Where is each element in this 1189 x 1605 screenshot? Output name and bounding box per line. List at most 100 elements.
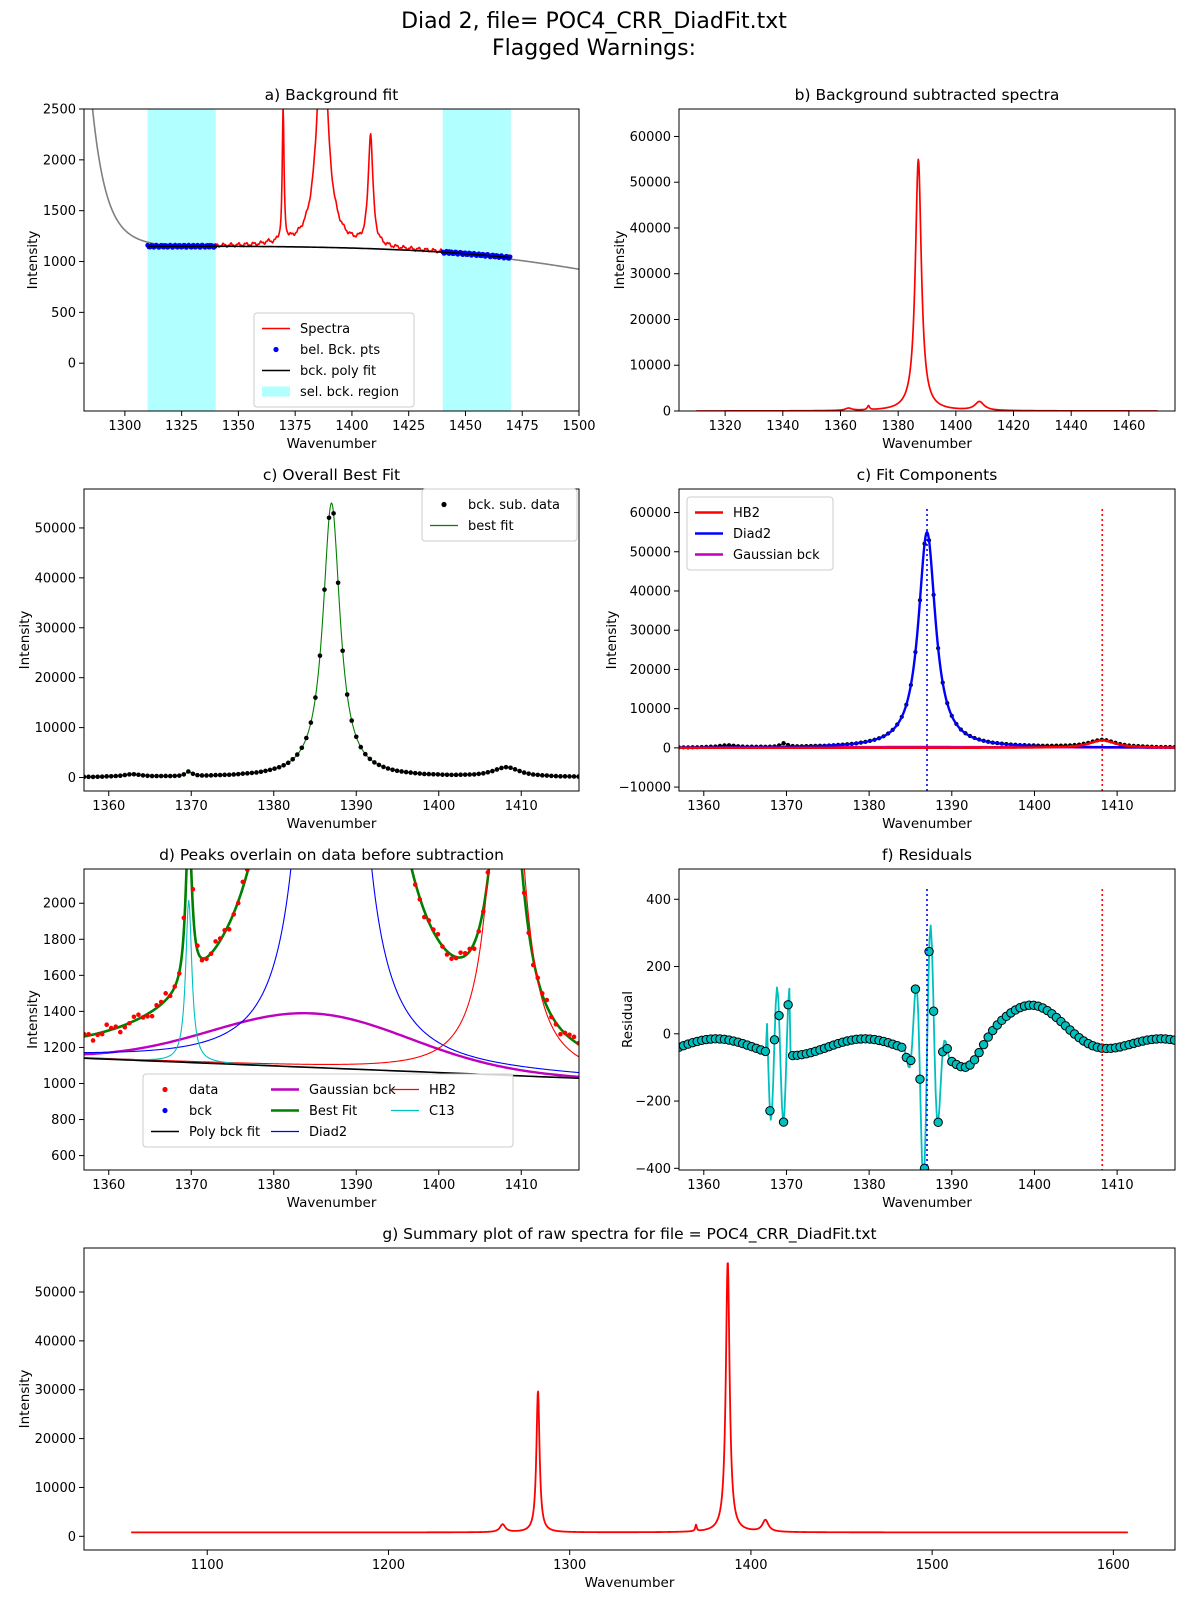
figure-title-line1: Diad 2, file= POC4_CRR_DiadFit.txt <box>401 9 787 34</box>
legend-dot-swatch <box>441 501 447 508</box>
plot-title: b) Background subtracted spectra <box>795 86 1060 104</box>
legend-label: HB2 <box>429 1083 456 1098</box>
y-tick-label: −400 <box>635 1162 671 1177</box>
x-tick-label: 1360 <box>687 1178 720 1193</box>
bck-sub-data-point <box>263 768 268 774</box>
bck-sub-data-point <box>399 769 404 774</box>
x-axis-label: Wavenumber <box>287 436 377 452</box>
bck-sub-data-point <box>571 774 577 779</box>
data-point <box>199 957 205 963</box>
data-point <box>245 869 250 873</box>
bck-sub-data-point <box>521 770 527 775</box>
bck-sub-data-point <box>140 773 146 778</box>
bck-sub-data-point <box>154 773 159 779</box>
bck-sub-data-point <box>276 764 282 770</box>
data-point <box>476 929 482 934</box>
plot-c2: 1360 1370 1380 1390 1400 1410 −10000 0 10000 2000… <box>604 466 1176 832</box>
legend-label: bck. poly fit <box>300 364 376 379</box>
hb2-line <box>679 739 1175 750</box>
x-tick-label: 1420 <box>997 419 1030 434</box>
x-axis-label: Wavenumber <box>585 1575 675 1591</box>
data-point <box>553 1021 559 1027</box>
x-tick-label: 1360 <box>92 1178 125 1193</box>
data-point <box>440 944 445 949</box>
residual-point <box>769 1035 780 1045</box>
bck-sub-data-point <box>86 774 91 780</box>
data-point <box>226 927 232 932</box>
bck-sub-data-point <box>490 768 495 774</box>
data-point <box>172 984 178 989</box>
legend-box <box>142 1073 514 1148</box>
data-point <box>435 931 441 937</box>
data-point <box>176 971 182 976</box>
legend-box <box>686 496 834 571</box>
plot-a: 1300 1325 1350 1375 1400 1425 1450 1475 1500 0 500… <box>25 86 595 452</box>
bck-sub-data-point <box>481 771 486 776</box>
x-tick-label: 1370 <box>175 1178 208 1193</box>
bck-sub-data-point <box>222 772 227 778</box>
bck-sub-data-point <box>90 774 96 780</box>
data-point <box>208 951 214 956</box>
bck-sub-data-point <box>240 771 246 776</box>
y-tick-label: 20000 <box>35 671 76 686</box>
y-axis-label: Residual <box>620 991 636 1048</box>
y-tick-label: 40000 <box>630 584 671 599</box>
bck-sub-data-point <box>340 648 345 654</box>
bck-sub-data-point <box>535 772 541 778</box>
residual-point <box>760 1046 771 1057</box>
legend-a: Spectra bel. Bck. pts bck. poly fit sel. bc… <box>253 312 415 408</box>
bck-sub-data-point <box>113 773 119 779</box>
legend-label: data <box>189 1083 218 1098</box>
y-tick-label: 50000 <box>630 545 671 560</box>
y-axis-label: Intensity <box>604 611 620 670</box>
bck-sub-data-point <box>453 772 459 778</box>
plot-c2-area <box>679 509 1175 791</box>
legend-d: data bck Poly bck fit Gaussian bck Best Fit D… <box>142 1073 514 1148</box>
legend-label: best fit <box>468 519 514 534</box>
x-tick-label: 1410 <box>1101 1178 1134 1193</box>
x-tick-label: 1300 <box>553 1558 586 1573</box>
y-tick-label: 400 <box>646 893 671 908</box>
legend-label: Diad2 <box>733 527 771 542</box>
x-tick-label: 1425 <box>392 419 425 434</box>
bck-sub-data-point <box>372 760 377 765</box>
y-tick-label: 0 <box>663 405 671 420</box>
legend-c2: HB2 Diad2 Gaussian bck <box>686 496 834 571</box>
x-tick-label: 1440 <box>1055 419 1088 434</box>
data-point <box>122 1024 128 1030</box>
y-tick-label: −200 <box>635 1095 671 1110</box>
y-tick-label: 0 <box>68 357 76 372</box>
y-tick-label: 40000 <box>35 1334 76 1349</box>
data-point <box>449 956 454 961</box>
residual-point <box>774 1010 784 1021</box>
bck-sub-data-point <box>412 770 418 776</box>
bck-sub-data-point <box>458 772 463 777</box>
bck-sub-data-point <box>403 769 409 775</box>
y-tick-label: 0 <box>68 1530 76 1545</box>
plot-f-area <box>679 889 1175 1170</box>
bck-sub-data-point <box>181 772 187 777</box>
y-axis-label: Intensity <box>25 990 41 1049</box>
gaussian-bck-line <box>84 1012 579 1079</box>
bck-sub-data-point <box>444 772 450 778</box>
plot-f: 1360 1370 1380 1390 1400 1410 −400 −200 0 200 400 f… <box>620 846 1176 1211</box>
data-point <box>163 991 168 996</box>
data-point <box>431 927 436 932</box>
bck-region <box>442 109 511 411</box>
x-tick-label: 1380 <box>257 799 290 814</box>
plot-d: 1360 1370 1380 1390 1400 1410 600 800 1000 1200 14… <box>25 846 580 1211</box>
plot-frame <box>83 868 580 1171</box>
data-point <box>204 956 209 962</box>
bck-sub-data-point <box>235 771 241 777</box>
data-point <box>95 1032 100 1038</box>
x-tick-label: 1400 <box>1018 799 1051 814</box>
bck-sub-data-point <box>249 770 255 776</box>
data-point <box>84 1031 87 1037</box>
hb2-line <box>84 869 579 1065</box>
bck-sub-data-point <box>163 773 168 779</box>
y-tick-label: 1000 <box>43 255 76 270</box>
plot-a-area <box>91 109 579 411</box>
bck-sub-data-point <box>476 771 482 777</box>
data-point <box>222 927 227 933</box>
y-tick-label: 10000 <box>35 721 76 736</box>
